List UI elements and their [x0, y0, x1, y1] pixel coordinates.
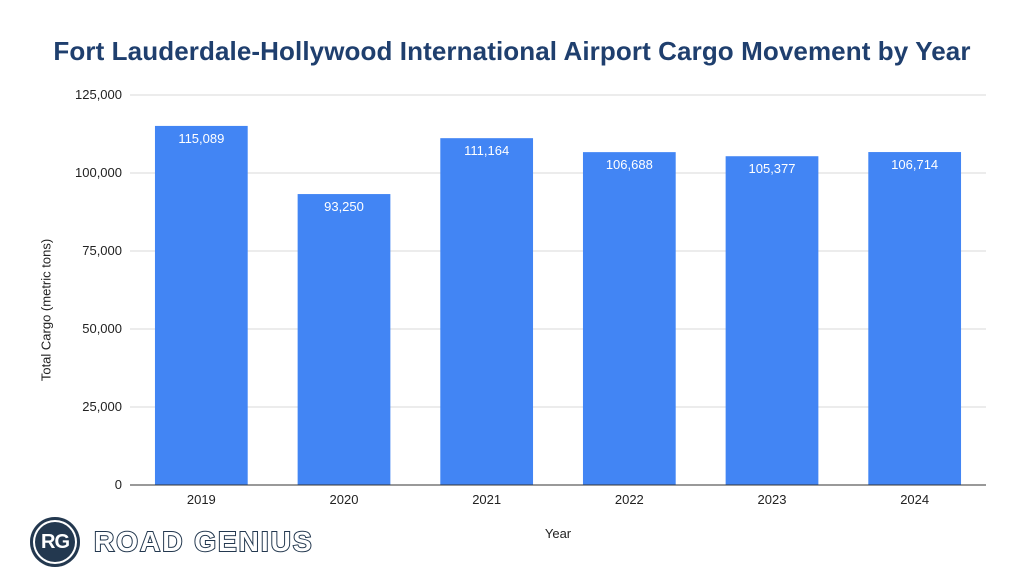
x-tick-label: 2020 [330, 492, 359, 507]
x-axis-label: Year [544, 526, 572, 541]
y-tick-label: 75,000 [82, 243, 122, 258]
y-tick-label: 0 [115, 477, 122, 492]
y-tick-label: 50,000 [82, 321, 122, 336]
x-tick-label: 2024 [900, 492, 929, 507]
data-label: 106,688 [606, 157, 653, 172]
x-tick-label: 2021 [472, 492, 501, 507]
y-tick-label: 100,000 [75, 165, 122, 180]
chart-title: Fort Lauderdale-Hollywood International … [53, 36, 971, 66]
road-genius-logo: RG ROAD GENIUS [30, 517, 314, 567]
bar [868, 152, 962, 486]
y-tick-label: 125,000 [75, 87, 122, 102]
data-label: 115,089 [178, 131, 224, 146]
x-tick-label: 2023 [758, 492, 787, 507]
bar [725, 156, 819, 485]
x-tick-label: 2022 [615, 492, 644, 507]
bar [154, 125, 248, 486]
logo-text: ROAD GENIUS [93, 525, 314, 558]
y-tick-label: 25,000 [82, 399, 122, 414]
x-tick-label: 2019 [187, 492, 216, 507]
bar [440, 138, 534, 485]
bar [297, 194, 391, 485]
logo-initials: RG [41, 530, 70, 553]
data-label: 93,250 [324, 199, 364, 214]
y-axis-label: Total Cargo (metric tons) [38, 238, 54, 382]
bar [582, 152, 676, 486]
data-label: 106,714 [891, 157, 938, 172]
logo-badge-icon: RG [30, 517, 80, 567]
data-label: 105,377 [749, 161, 796, 176]
data-label: 111,164 [464, 143, 509, 158]
